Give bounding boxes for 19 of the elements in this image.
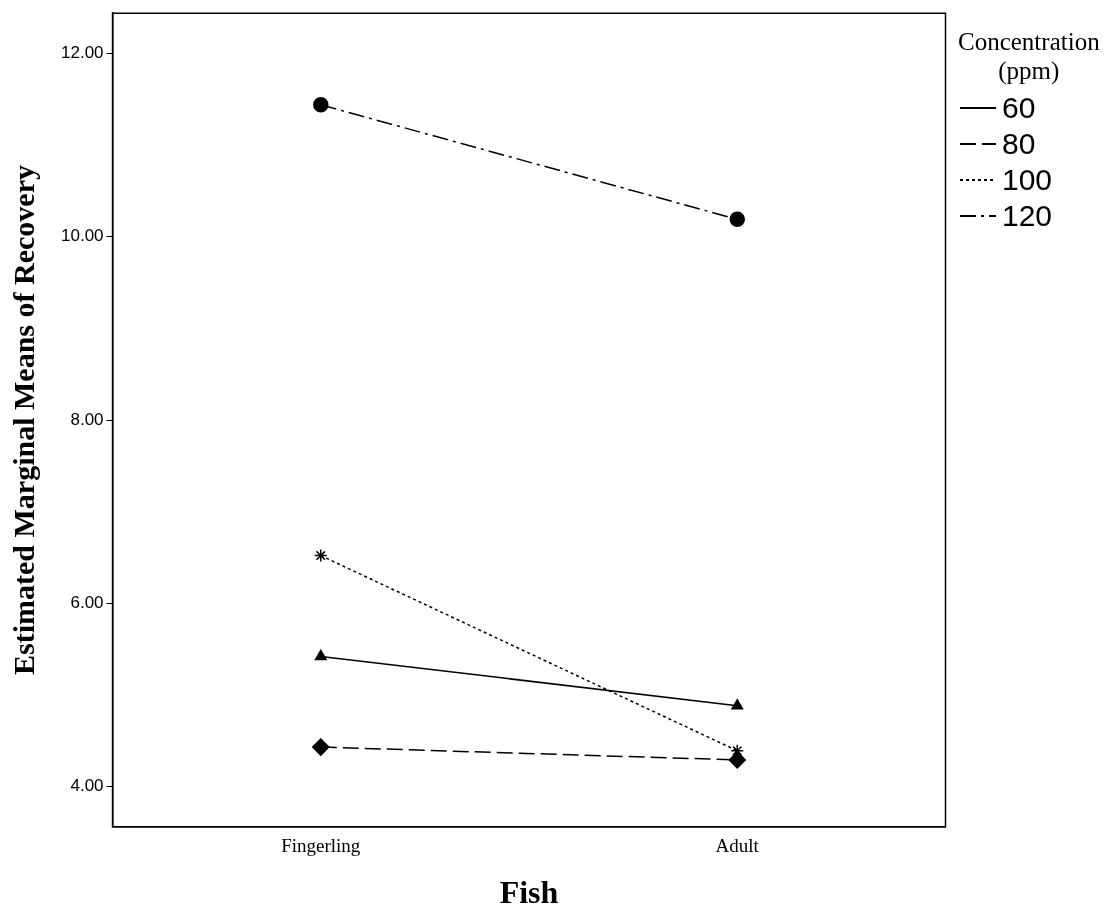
point — [313, 97, 329, 113]
point — [728, 751, 747, 769]
y-tick-label: 4.00 — [70, 776, 104, 796]
point — [314, 548, 328, 563]
x-tick-label: Fingerling — [281, 835, 361, 857]
legend-label: 100 — [1002, 162, 1053, 197]
y-axis-title: Estimated Marginal Means of Recovery — [6, 165, 40, 675]
x-axis-title: Fish — [499, 874, 559, 911]
legend-label: 120 — [1002, 198, 1053, 233]
point — [312, 738, 330, 756]
x-tick-label: Adult — [715, 835, 760, 857]
legend-title: Concentration (ppm) — [958, 28, 1100, 86]
point — [729, 211, 746, 228]
y-tick-label: 6.00 — [70, 592, 104, 612]
y-tick-label: 8.00 — [70, 409, 104, 429]
y-tick-label: 12.00 — [60, 43, 104, 63]
legend-label: 60 — [1002, 90, 1036, 125]
legend-label: 80 — [1002, 126, 1036, 161]
y-tick-label: 10.00 — [60, 226, 104, 246]
